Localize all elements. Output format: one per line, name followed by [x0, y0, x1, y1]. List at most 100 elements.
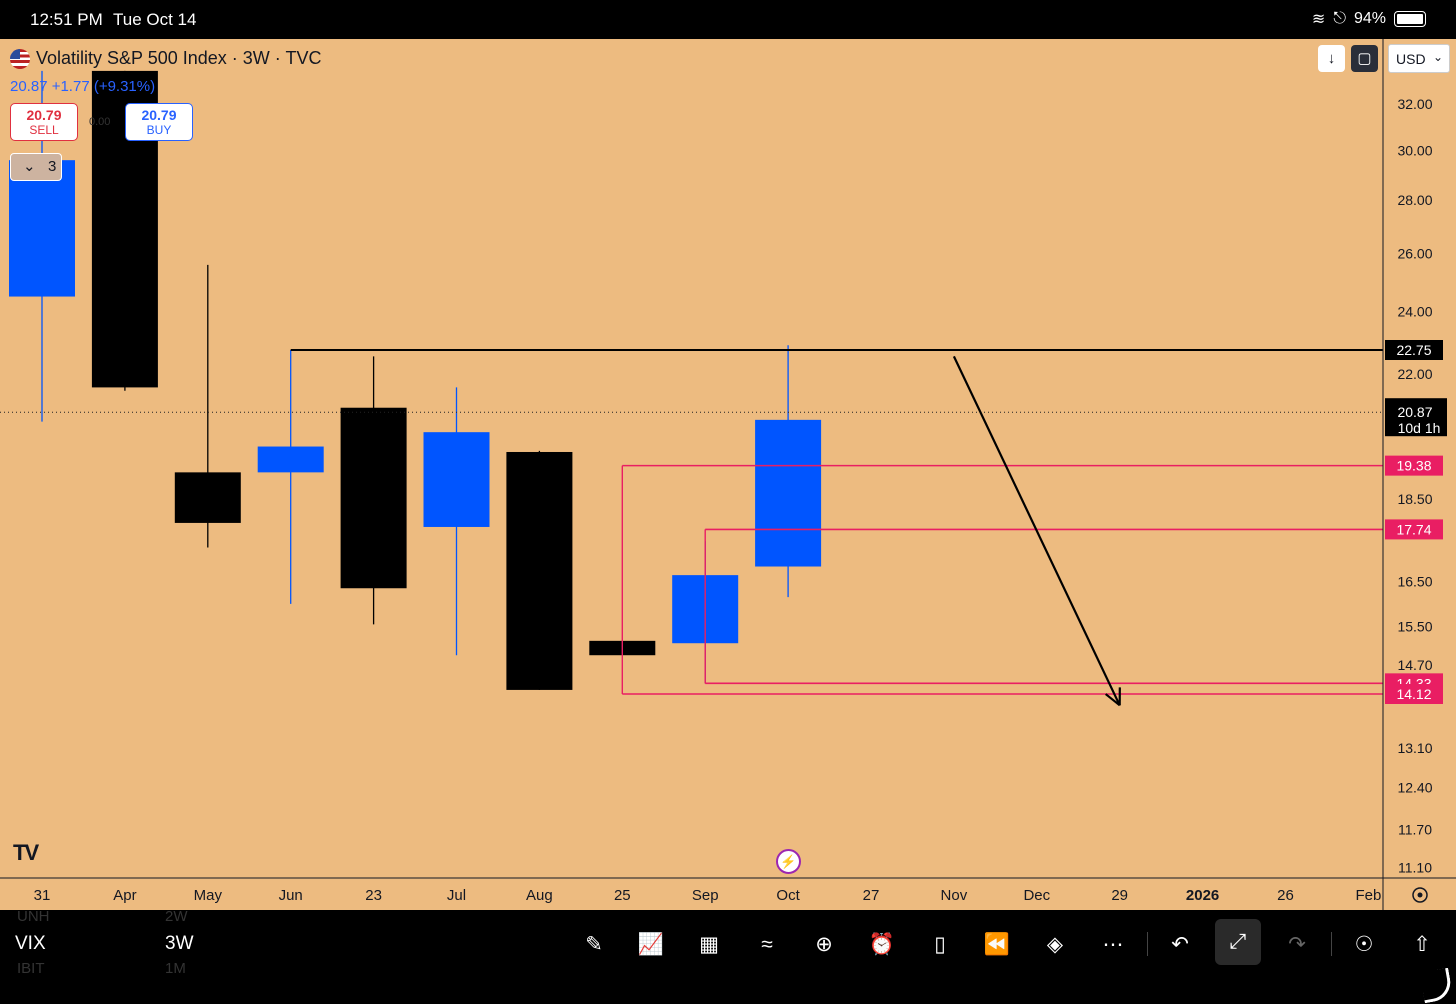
price-tick-label: 18.50: [1397, 491, 1432, 507]
time-tick-label: 31: [34, 887, 51, 904]
time-tick-label: Oct: [776, 887, 800, 904]
settings-gear-icon: [1412, 887, 1428, 903]
price-tick-label: 28.00: [1397, 192, 1432, 208]
fullscreen-button[interactable]: ▢: [1351, 45, 1378, 72]
settings-gear-center: [1417, 892, 1423, 898]
chart-area[interactable]: 32.00 30.00 28.00 26.00 24.00 22.00 18.50 16.50…: [0, 39, 1456, 910]
candle-body: [174, 472, 241, 523]
chevron-down-icon: ⌄: [1432, 50, 1443, 64]
time-tick-label: Jul: [447, 887, 466, 904]
replay-icon[interactable]: ⏪: [983, 933, 1011, 956]
sell-button[interactable]: 20.79 SELL: [10, 103, 78, 141]
indicators-icon[interactable]: 📈: [637, 933, 665, 956]
trend-arrow: [952, 355, 1121, 706]
currency-select[interactable]: USD ⌄: [1388, 44, 1450, 73]
status-icons: ≋ ⎋ 94%: [1312, 9, 1426, 29]
level-price-tag: [1385, 340, 1443, 360]
countdown-label: 10d 1h: [1398, 420, 1441, 436]
symbol-picker[interactable]: VIX: [15, 933, 46, 954]
level-price-tag: [1385, 684, 1443, 704]
previous-symbol[interactable]: UNH: [17, 908, 50, 925]
sell-label: SELL: [29, 123, 59, 137]
candle-body: [423, 432, 490, 527]
time-tick-label: Sep: [692, 887, 719, 904]
price-tick-label: 12.40: [1397, 780, 1432, 796]
level-price-tag: [1385, 519, 1443, 540]
square-icon: ▢: [1357, 50, 1372, 67]
wifi-icon: ≋: [1311, 11, 1326, 28]
time-tick-label: 25: [614, 887, 631, 904]
pen-icon[interactable]: ✎: [585, 933, 603, 956]
price-tick-label: 32.00: [1397, 96, 1432, 112]
lightning-icon[interactable]: ⚡: [776, 849, 801, 874]
grid-icon[interactable]: ▦: [699, 933, 719, 956]
chevron-down-icon: ⌄: [23, 158, 36, 175]
chart-legend[interactable]: Volatility S&P 500 Index · 3W · TVC: [10, 48, 321, 69]
redo-icon[interactable]: ↷: [1288, 933, 1306, 956]
current-price-tag: [1385, 398, 1447, 437]
time-tick-label: 2026: [1186, 887, 1219, 904]
level-price-label: 22.75: [1396, 342, 1431, 358]
time-tick-label: Dec: [1023, 887, 1050, 904]
time-tick-label: May: [194, 887, 223, 904]
price-tick-label: 24.00: [1397, 303, 1432, 319]
price-tick-label: 15.50: [1397, 619, 1432, 635]
interval-picker[interactable]: 3W: [165, 933, 194, 954]
price-chart[interactable]: 32.0030.0028.0026.0024.0022.0018.5016.50…: [0, 39, 1456, 910]
status-bar: 12:51 PM Tue Oct 14 ≋ ⎋ 94%: [0, 0, 1456, 39]
time-tick-label: 23: [365, 887, 382, 904]
candle-body: [340, 407, 407, 589]
price-tick-label: 11.70: [1398, 822, 1432, 838]
time-tick-label: Feb: [1355, 887, 1381, 904]
time-tick-label: 29: [1111, 887, 1128, 904]
bottom-toolbar: UNH 2W VIX 3W IBIT 1M ✎ 📈 ▦ ≈ ⊕ ⏰ ▯ ⏪ ◈ …: [0, 908, 1456, 1004]
candles-icon[interactable]: ▯: [934, 933, 946, 956]
next-interval[interactable]: 1M: [165, 960, 186, 977]
idea-icon[interactable]: ☉: [1354, 933, 1374, 956]
currency-value: USD: [1396, 51, 1426, 67]
symbol-title[interactable]: Volatility S&P 500 Index · 3W · TVC: [36, 48, 322, 68]
divider: [1331, 932, 1332, 956]
current-price-label: 20.87: [1397, 404, 1432, 420]
download-arrow-button[interactable]: ↓: [1318, 45, 1345, 72]
price-tick-label: 16.50: [1397, 574, 1432, 590]
share-icon[interactable]: ⇧: [1413, 933, 1431, 956]
candle-body: [9, 160, 75, 297]
candle-body: [755, 419, 822, 567]
previous-interval[interactable]: 2W: [165, 908, 188, 925]
arrow-head: [1104, 693, 1121, 707]
more-icon[interactable]: ⋯: [1102, 933, 1124, 956]
price-tick-label: 11.10: [1398, 860, 1432, 876]
candle-body: [506, 451, 573, 690]
price-tick-label: 22.00: [1397, 366, 1432, 382]
indicator-count: 3: [48, 158, 57, 175]
arrow-down-icon: ↓: [1327, 50, 1336, 67]
price-tick-label: 26.00: [1397, 246, 1432, 262]
collapse-icon[interactable]: ⤢: [1215, 919, 1261, 965]
next-symbol[interactable]: IBIT: [17, 960, 45, 977]
buy-button[interactable]: 20.79 BUY: [125, 103, 193, 141]
sell-price: 20.79: [26, 107, 62, 123]
time-tick-label: Apr: [113, 887, 136, 904]
level-price-label: 17.74: [1396, 521, 1431, 537]
time-tick-label: Aug: [526, 887, 553, 904]
undo-icon[interactable]: ↶: [1171, 933, 1189, 956]
layers-icon[interactable]: ◈: [1046, 933, 1064, 956]
compare-icon[interactable]: ≈: [761, 933, 773, 956]
time-tick-label: 26: [1277, 887, 1294, 904]
buy-price: 20.79: [141, 107, 177, 123]
divider: [1147, 932, 1148, 956]
spread-value: 0.00: [89, 116, 111, 128]
clock: 12:51 PM: [30, 10, 103, 29]
level-price-tag: [1385, 455, 1443, 476]
alarm-icon[interactable]: ⏰: [868, 933, 896, 956]
price-tick-label: 30.00: [1397, 142, 1432, 158]
us-flag-icon: [10, 48, 30, 69]
candle-body: [257, 446, 324, 473]
home-indicator: [1419, 967, 1454, 1004]
indicators-toggle[interactable]: ⌄ 3: [10, 153, 62, 181]
add-icon[interactable]: ⊕: [815, 933, 833, 956]
level-price-label: 14.12: [1396, 686, 1431, 702]
battery-percent: 94%: [1353, 10, 1386, 27]
battery-icon: [1394, 11, 1426, 27]
